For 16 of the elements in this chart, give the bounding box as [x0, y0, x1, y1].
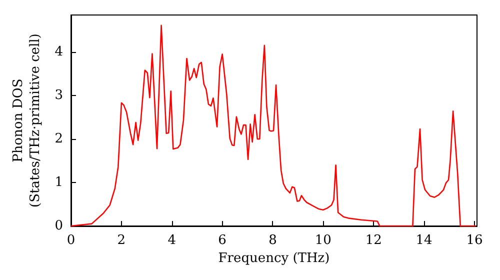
y-tick-label: 0 [54, 218, 63, 234]
x-tick-label: 10 [314, 233, 332, 248]
x-tick-label: 4 [168, 233, 176, 248]
x-axis-title: Frequency (THz) [218, 250, 330, 266]
x-tick-label: 6 [218, 233, 226, 248]
x-tick-label: 16 [466, 233, 483, 248]
x-tick-label: 8 [268, 233, 277, 248]
y-axis-title: Phonon DOS (States/THz·primitive cell) [10, 33, 43, 208]
x-tick-label: 12 [365, 233, 382, 248]
x-tick-label: 2 [117, 233, 126, 248]
y-tick-label: 3 [54, 88, 63, 103]
x-tick-label: 14 [416, 233, 432, 248]
y-tick-label: 4 [54, 44, 63, 60]
x-tick-label: 0 [66, 233, 76, 248]
y-tick-label: 2 [54, 131, 63, 146]
y-tick-label: 1 [54, 174, 63, 190]
